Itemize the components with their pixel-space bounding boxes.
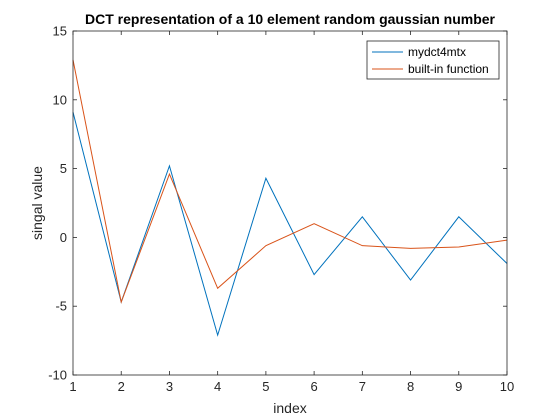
x-tick-label: 4 bbox=[214, 379, 221, 394]
legend-box bbox=[366, 40, 500, 80]
x-tick-label: 10 bbox=[500, 379, 514, 394]
axes-box bbox=[72, 30, 508, 376]
x-tick-label: 1 bbox=[69, 379, 76, 394]
y-tick-label: -10 bbox=[48, 368, 67, 383]
series-line-1 bbox=[72, 112, 508, 337]
x-axis-title: index bbox=[273, 400, 306, 416]
x-tick-label: 7 bbox=[359, 379, 366, 394]
y-axis-title: singal value bbox=[29, 166, 45, 240]
legend-label-2: built-in function bbox=[408, 62, 489, 76]
chart-title: DCT representation of a 10 element rando… bbox=[85, 11, 496, 27]
x-tick-label: 6 bbox=[310, 379, 317, 394]
axes-layer: 1 2 3 4 5 6 7 8 9 10 -10 -5 0 5 10 15 bbox=[48, 24, 514, 395]
legend: mydct4mtx built-in function bbox=[366, 40, 500, 80]
series-layer bbox=[72, 59, 508, 337]
y-tick-label: -5 bbox=[55, 299, 67, 314]
x-tick-label: 8 bbox=[407, 379, 414, 394]
y-tick-label: 15 bbox=[53, 24, 67, 39]
series-line-2 bbox=[72, 59, 508, 304]
plot-area bbox=[73, 31, 507, 375]
y-tick-label: 0 bbox=[60, 230, 67, 245]
x-tick-label: 3 bbox=[166, 379, 173, 394]
x-tick-label: 2 bbox=[118, 379, 125, 394]
y-tick-label: 10 bbox=[53, 92, 67, 107]
y-tick-label: 5 bbox=[60, 161, 67, 176]
x-tick-label: 9 bbox=[455, 379, 462, 394]
legend-label-1: mydct4mtx bbox=[408, 45, 466, 59]
x-tick-label: 5 bbox=[262, 379, 269, 394]
